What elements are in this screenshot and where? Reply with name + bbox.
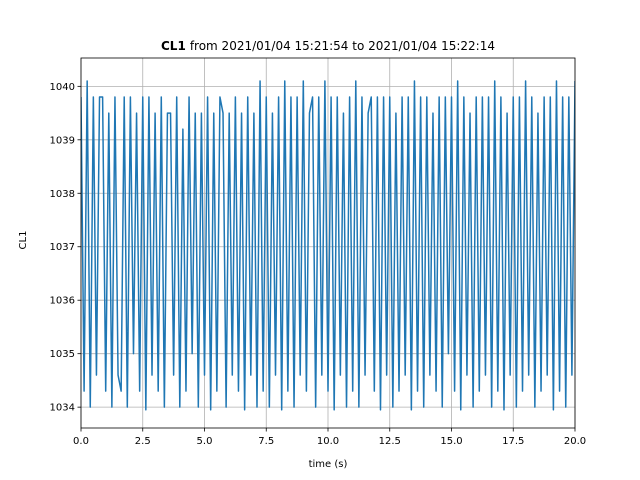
y-tick-label: 1037 (50, 242, 75, 253)
x-tick-label: 20.0 (564, 436, 586, 447)
x-tick-label: 0.0 (73, 436, 89, 447)
y-tick-label: 1040 (50, 82, 75, 93)
data-line (81, 80, 575, 411)
title-range: from 2021/01/04 15:21:54 to 2021/01/04 1… (190, 39, 495, 53)
x-tick-label: 12.5 (379, 436, 401, 447)
x-tick-label: 17.5 (502, 436, 524, 447)
x-tick-label: 5.0 (197, 436, 213, 447)
y-tick-label: 1035 (50, 349, 75, 360)
x-axis-label: time (s) (309, 459, 348, 470)
y-axis-label: CL1 (18, 231, 29, 250)
y-tick-label: 1036 (50, 296, 75, 307)
chart-title: CL1 from 2021/01/04 15:21:54 to 2021/01/0… (161, 39, 495, 53)
x-tick-label: 15.0 (440, 436, 462, 447)
y-tick-label: 1034 (50, 403, 75, 414)
x-tick-label: 10.0 (317, 436, 339, 447)
x-tick-label: 7.5 (258, 436, 274, 447)
y-tick-label: 1039 (50, 135, 75, 146)
plot-frame (80, 57, 576, 429)
x-tick-label: 2.5 (135, 436, 151, 447)
title-name: CL1 (161, 39, 186, 53)
y-tick-label: 1038 (50, 189, 75, 200)
